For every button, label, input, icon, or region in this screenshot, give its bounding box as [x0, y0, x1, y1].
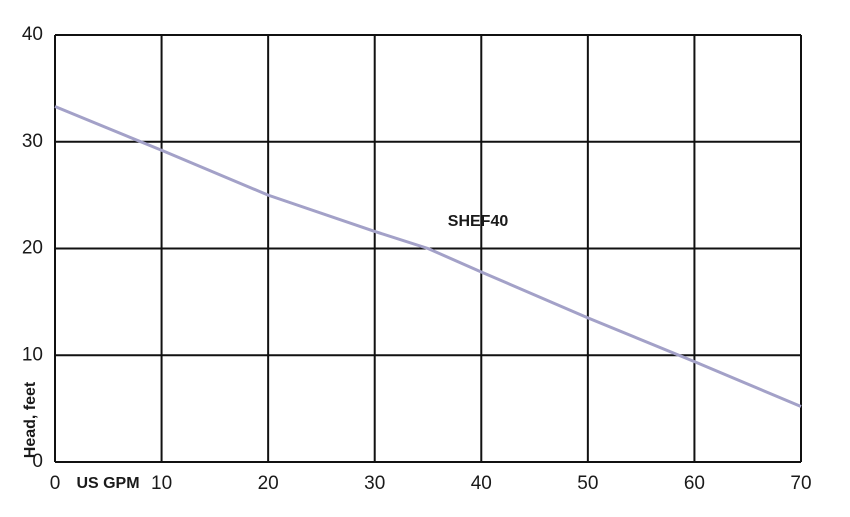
x-tick-label: 30: [364, 473, 385, 494]
data-line: [54, 105, 802, 408]
x-tick-label: 0: [50, 473, 61, 494]
x-tick-label: 10: [151, 473, 172, 494]
x-tick-label: 20: [258, 473, 279, 494]
y-tick-label: 0: [32, 451, 43, 472]
y-axis-label: Head, feet: [22, 381, 39, 458]
x-tick-label: 60: [684, 473, 705, 494]
x-tick-label: 50: [577, 473, 598, 494]
y-tick-label: 30: [22, 131, 43, 152]
x-tick-label: 70: [790, 473, 811, 494]
y-tick-label: 40: [22, 24, 43, 45]
series-label: SHEF40: [448, 213, 509, 230]
y-tick-label: 20: [22, 238, 43, 259]
y-tick-label: 10: [22, 344, 43, 365]
x-tick-label: 40: [471, 473, 492, 494]
x-axis-label: US GPM: [76, 475, 139, 492]
